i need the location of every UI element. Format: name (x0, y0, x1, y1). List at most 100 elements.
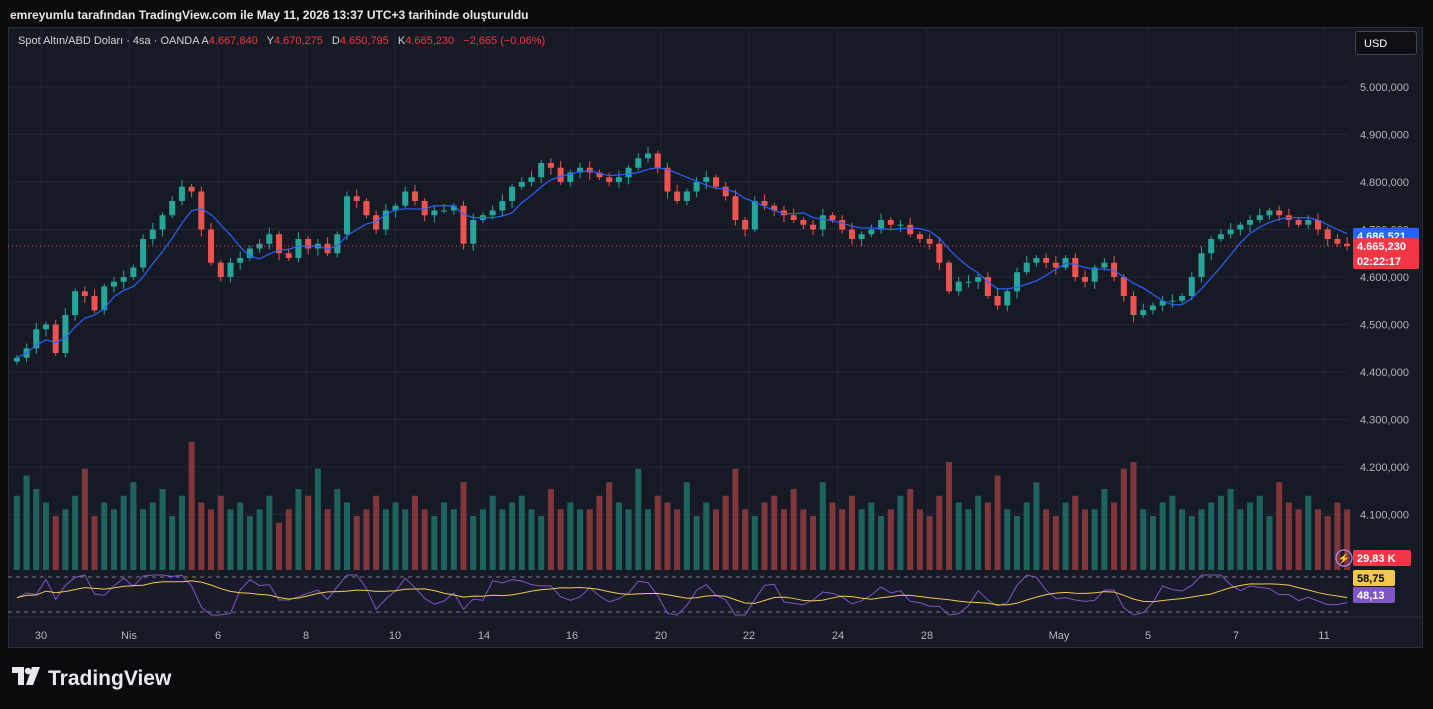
candle-body[interactable] (1130, 296, 1137, 315)
candle-body[interactable] (13, 357, 20, 362)
candle-body[interactable] (810, 224, 817, 230)
candle-body[interactable] (1169, 300, 1176, 302)
candle-body[interactable] (441, 210, 448, 212)
candle-body[interactable] (1198, 253, 1205, 277)
candle-body[interactable] (712, 177, 719, 187)
candle-body[interactable] (557, 167, 564, 182)
candle-body[interactable] (1091, 267, 1098, 282)
candle-body[interactable] (72, 291, 79, 315)
candle-body[interactable] (470, 220, 477, 244)
candle-body[interactable] (635, 158, 642, 168)
candle-body[interactable] (1179, 296, 1186, 301)
candle-body[interactable] (800, 220, 807, 225)
candle-body[interactable] (965, 281, 972, 283)
candle-body[interactable] (606, 177, 613, 182)
candle-body[interactable] (343, 196, 351, 235)
candle-body[interactable] (664, 167, 671, 192)
candle-body[interactable] (1295, 220, 1302, 225)
candle-body[interactable] (1159, 300, 1166, 306)
candle-body[interactable] (110, 281, 117, 287)
candle-body[interactable] (188, 186, 195, 192)
candle-body[interactable] (1227, 229, 1234, 235)
candle-body[interactable] (227, 262, 234, 277)
candle-body[interactable] (246, 248, 253, 259)
candle-body[interactable] (907, 224, 914, 235)
candle-body[interactable] (645, 153, 652, 159)
candle-body[interactable] (1062, 258, 1069, 268)
candle-body[interactable] (402, 191, 409, 206)
candle-body[interactable] (887, 220, 894, 225)
candle-body[interactable] (926, 239, 933, 244)
candle-body[interactable] (411, 191, 418, 202)
candle-body[interactable] (431, 210, 438, 216)
candle-body[interactable] (858, 234, 865, 239)
candle-body[interactable] (674, 191, 681, 202)
candle-body[interactable] (256, 243, 263, 249)
candle-body[interactable] (780, 210, 787, 216)
candle-body[interactable] (1052, 262, 1059, 268)
candle-body[interactable] (761, 201, 768, 206)
candle-body[interactable] (790, 215, 797, 220)
candle-body[interactable] (1120, 277, 1127, 296)
candle-body[interactable] (683, 191, 690, 202)
symbol-label[interactable]: Spot Altın/ABD Doları · 4sa · OANDA (18, 35, 199, 47)
candle-body[interactable] (984, 277, 991, 296)
candle-body[interactable] (101, 286, 108, 311)
candle-body[interactable] (518, 182, 525, 187)
candle-body[interactable] (1004, 291, 1011, 306)
candle-body[interactable] (1101, 262, 1108, 268)
candle-body[interactable] (751, 201, 758, 230)
candle-body[interactable] (1217, 234, 1224, 239)
candle-body[interactable] (1315, 220, 1322, 230)
candle-body[interactable] (52, 324, 59, 354)
candle-body[interactable] (1256, 215, 1263, 220)
candle-body[interactable] (547, 163, 554, 168)
candle-body[interactable] (586, 167, 593, 173)
candle-body[interactable] (577, 167, 584, 173)
candle-body[interactable] (693, 182, 700, 192)
candle-body[interactable] (509, 186, 516, 201)
candle-body[interactable] (91, 296, 98, 311)
candle-body[interactable] (1072, 258, 1079, 277)
candle-body[interactable] (868, 229, 875, 235)
candle-body[interactable] (771, 205, 778, 211)
candle-body[interactable] (334, 234, 341, 254)
candle-body[interactable] (1111, 262, 1118, 277)
candle-body[interactable] (1208, 239, 1215, 254)
candle-body[interactable] (149, 229, 156, 240)
candle-body[interactable] (528, 177, 535, 182)
candle-body[interactable] (373, 215, 380, 230)
candle-body[interactable] (1013, 272, 1021, 292)
candle-body[interactable] (538, 163, 545, 178)
price-chart[interactable]: 5.000,0004.900,0004.800,0004.700,0004.60… (8, 27, 1423, 648)
candle-body[interactable] (353, 196, 360, 201)
candle-body[interactable] (169, 201, 176, 216)
candle-body[interactable] (1237, 224, 1244, 230)
candle-body[interactable] (178, 186, 185, 201)
candle-body[interactable] (81, 291, 88, 296)
candle-body[interactable] (460, 205, 467, 244)
candle-body[interactable] (829, 215, 836, 220)
candle-body[interactable] (1324, 229, 1331, 240)
candle-body[interactable] (1276, 210, 1283, 216)
candle-body[interactable] (1043, 258, 1050, 263)
candle-body[interactable] (305, 239, 312, 249)
candle-body[interactable] (392, 205, 399, 211)
candle-body[interactable] (324, 243, 331, 254)
candle-body[interactable] (42, 324, 49, 330)
candle-body[interactable] (848, 229, 855, 240)
candle-body[interactable] (819, 215, 826, 230)
candle-body[interactable] (732, 196, 739, 220)
candle-body[interactable] (363, 201, 370, 216)
candle-body[interactable] (567, 172, 574, 183)
candle-body[interactable] (936, 243, 943, 263)
candle-body[interactable] (120, 277, 127, 282)
candle-body[interactable] (499, 201, 506, 211)
candle-body[interactable] (421, 201, 428, 216)
candle-body[interactable] (237, 258, 244, 263)
candle-body[interactable] (450, 205, 457, 211)
candle-body[interactable] (489, 210, 496, 216)
candle-body[interactable] (1334, 239, 1341, 244)
candle-body[interactable] (596, 172, 603, 178)
candle-body[interactable] (62, 315, 69, 353)
